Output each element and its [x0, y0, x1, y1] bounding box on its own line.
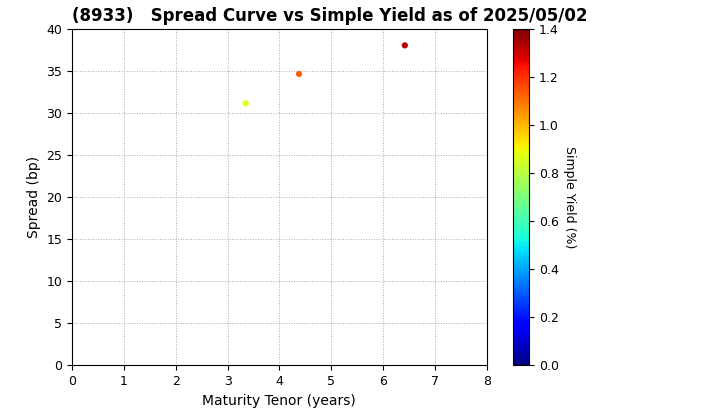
Point [293, 71, 305, 77]
Point [240, 100, 251, 107]
Y-axis label: Spread (bp): Spread (bp) [27, 156, 41, 239]
Point [399, 42, 410, 49]
Y-axis label: Simple Yield (%): Simple Yield (%) [563, 146, 576, 249]
Text: (8933)   Spread Curve vs Simple Yield as of 2025/05/02: (8933) Spread Curve vs Simple Yield as o… [72, 7, 588, 25]
X-axis label: Maturity Tenor (years): Maturity Tenor (years) [202, 394, 356, 408]
